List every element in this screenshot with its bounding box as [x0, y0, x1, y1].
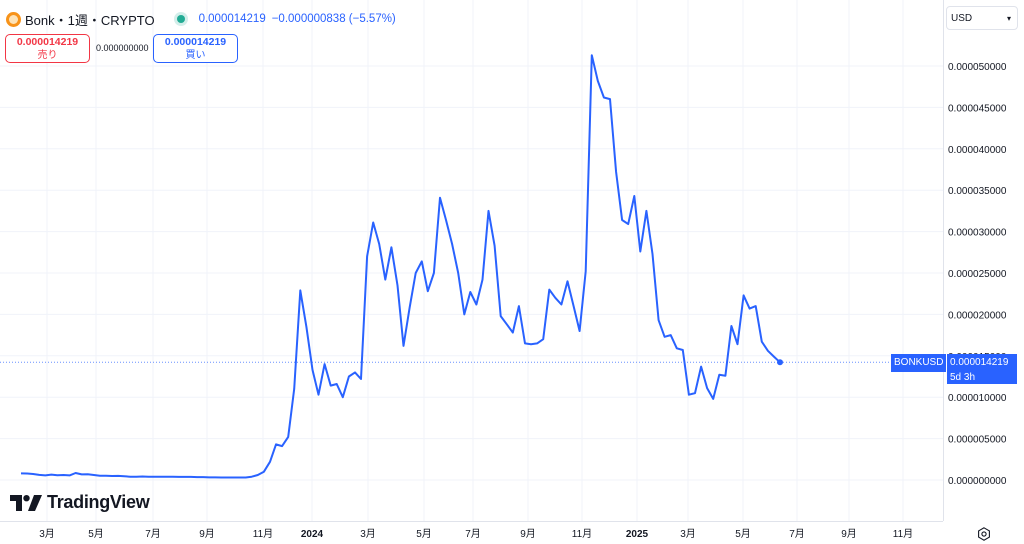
tradingview-mark-icon — [10, 494, 42, 511]
last-price: 0.000014219 — [198, 13, 266, 25]
sell-label: 売り — [37, 50, 58, 61]
tradingview-logo[interactable]: TradingView — [10, 492, 150, 513]
price-label-box: 0.000014219 5d 3h — [947, 354, 1017, 384]
x-tick-label: 5月 — [416, 528, 432, 540]
x-tick-label: 3月 — [360, 528, 376, 540]
price-series-line — [20, 54, 781, 479]
y-tick-label: 0.000020000 — [948, 310, 1007, 321]
market-status-dot — [176, 15, 185, 23]
y-tick-label: 0.000040000 — [948, 145, 1007, 156]
time-axis-border — [0, 521, 943, 522]
sell-price: 0.000014219 — [16, 36, 79, 48]
bar-countdown: 5d 3h — [950, 372, 976, 383]
y-tick-label: 0.000005000 — [948, 435, 1007, 446]
x-tick-label: 11月 — [572, 528, 592, 540]
symbol-title[interactable]: Bonk・1週・CRYPTO — [25, 12, 155, 28]
buy-price: 0.000014219 — [164, 36, 227, 48]
x-tick-label: 7月 — [789, 528, 805, 540]
buy-label: 買い — [185, 50, 206, 61]
price-label-value: 0.000014219 — [950, 357, 1009, 368]
y-tick-label: 0.000035000 — [948, 186, 1007, 197]
bonk-coin-icon — [6, 11, 21, 27]
y-tick-label: 0.000030000 — [948, 228, 1007, 239]
price-label-symbol: BONKUSD — [891, 354, 947, 372]
x-tick-label: 11月 — [253, 528, 273, 540]
x-tick-label: 2024 — [301, 529, 324, 540]
x-tick-label: 11月 — [893, 528, 913, 540]
x-tick-label: 5月 — [88, 528, 104, 540]
symbol-legend: Bonk・1週・CRYPTO 0.000014219 −0.000000838 … — [6, 9, 402, 29]
y-tick-label: 0.000050000 — [948, 62, 1007, 73]
x-tick-label: 7月 — [465, 528, 481, 540]
chevron-down-icon: ▾ — [1006, 13, 1011, 23]
y-tick-label: 0.000010000 — [948, 393, 1007, 404]
chart-settings-button[interactable] — [975, 526, 993, 542]
y-tick-label: 0.000025000 — [948, 269, 1007, 280]
last-price-point — [777, 359, 783, 366]
buy-button[interactable]: 0.000014219 買い — [153, 34, 238, 63]
gear-icon — [978, 527, 990, 541]
tradingview-logo-text: TradingView — [47, 492, 150, 512]
x-tick-label: 2025 — [626, 529, 649, 540]
x-tick-label: 3月 — [39, 528, 55, 540]
y-tick-label: 0.000000000 — [948, 476, 1007, 487]
sell-button[interactable]: 0.000014219 売り — [5, 34, 90, 63]
y-tick-label: 0.000045000 — [948, 103, 1007, 114]
x-tick-label: 7月 — [145, 528, 161, 540]
current-price-label: BONKUSD 0.000014219 5d 3h — [891, 354, 1017, 384]
x-tick-label: 3月 — [680, 528, 696, 540]
x-tick-label: 9月 — [199, 528, 215, 540]
spread-value: 0.000000000 — [96, 43, 149, 53]
price-change: −0.000000838 (−5.57%) — [271, 13, 396, 25]
x-tick-label: 9月 — [841, 528, 857, 540]
price-axis-border — [943, 0, 944, 521]
x-tick-label: 9月 — [520, 528, 536, 540]
x-tick-label: 5月 — [735, 528, 751, 540]
currency-value: USD — [951, 12, 973, 24]
currency-select[interactable]: USD ▾ — [946, 6, 1018, 30]
